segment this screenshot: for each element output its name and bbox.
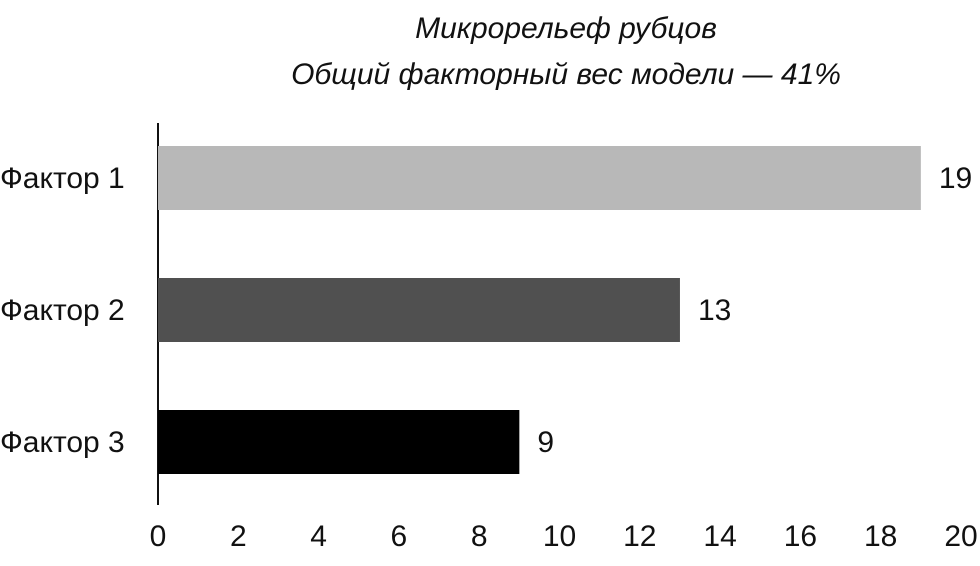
bar (158, 410, 520, 474)
bar (158, 278, 680, 342)
x-tick-label: 20 (944, 520, 977, 553)
x-tick-label: 16 (784, 520, 817, 553)
y-tick-label: Фактор 2 (0, 294, 125, 327)
chart-title: Микрорельеф рубцов (415, 12, 717, 45)
x-tick-label: 6 (391, 520, 408, 553)
x-tick-label: 2 (230, 520, 247, 553)
x-tick-label: 10 (543, 520, 576, 553)
x-tick-label: 14 (703, 520, 736, 553)
y-tick-label: Фактор 1 (0, 162, 125, 195)
x-tick-label: 4 (310, 520, 327, 553)
x-tick-label: 8 (471, 520, 488, 553)
x-tick-label: 0 (150, 520, 167, 553)
bar (158, 146, 921, 210)
data-label: 19 (939, 162, 972, 195)
y-tick-label: Фактор 3 (0, 426, 125, 459)
data-label: 13 (698, 294, 731, 327)
chart-subtitle: Общий факторный вес модели — 41% (291, 58, 841, 91)
x-tick-label: 12 (623, 520, 656, 553)
data-label: 9 (537, 426, 554, 459)
x-tick-label: 18 (864, 520, 897, 553)
